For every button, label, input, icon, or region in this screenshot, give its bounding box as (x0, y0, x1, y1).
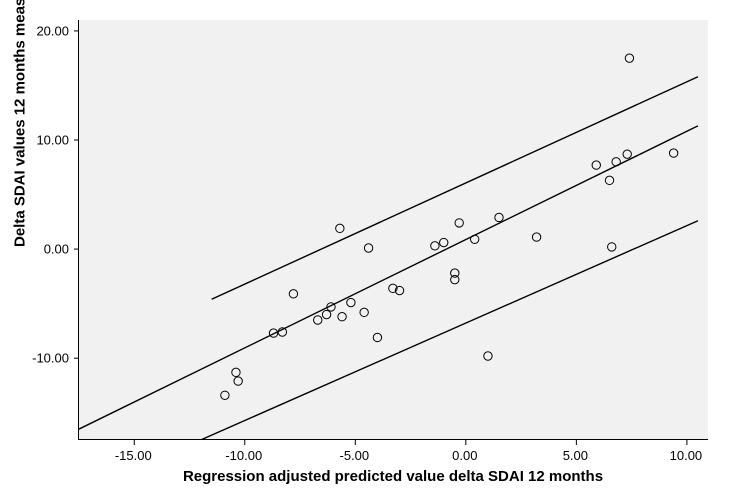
data-point (470, 235, 478, 243)
regression-line-1 (79, 126, 698, 429)
regression-lines (79, 77, 698, 440)
data-point (495, 213, 503, 221)
data-point (232, 368, 240, 376)
y-tick-label: 10.00 (36, 133, 69, 148)
data-point (592, 161, 600, 169)
regression-line-0 (212, 77, 698, 300)
data-point (623, 150, 631, 158)
data-point (336, 224, 344, 232)
data-point (373, 333, 381, 341)
data-point (605, 176, 613, 184)
data-point (289, 290, 297, 298)
data-point (234, 377, 242, 385)
data-point (608, 243, 616, 251)
y-axis-title: Delta SDAI values 12 months measured (12, 0, 29, 247)
data-point (431, 242, 439, 250)
x-tick-label: 10.00 (670, 448, 703, 463)
x-tick-label: -5.00 (339, 448, 369, 463)
regression-line-2 (201, 221, 698, 440)
data-point (532, 233, 540, 241)
data-point (484, 352, 492, 360)
data-point (338, 313, 346, 321)
data-point (221, 391, 229, 399)
data-point (322, 310, 330, 318)
y-tick-label: 0.00 (44, 242, 69, 257)
y-tick-label: -10.00 (32, 351, 69, 366)
y-tick-label: 20.00 (36, 23, 69, 38)
plot-area (78, 20, 708, 440)
data-point (625, 54, 633, 62)
scatter-chart: -15.00 -10.00 -5.00 0.00 5.00 10.00 -10.00 0.00… (0, 0, 730, 500)
data-point (451, 275, 459, 283)
data-point (669, 149, 677, 157)
x-tick-label: 5.00 (563, 448, 588, 463)
data-points (221, 54, 678, 399)
data-point (314, 316, 322, 324)
data-point (612, 158, 620, 166)
data-point (455, 219, 463, 227)
x-tick-label: 0.00 (452, 448, 477, 463)
x-tick-label: -10.00 (225, 448, 262, 463)
data-point (360, 308, 368, 316)
chart-svg (79, 20, 709, 440)
x-axis-title: Regression adjusted predicted value delt… (183, 468, 603, 485)
data-point (440, 238, 448, 246)
data-point (347, 298, 355, 306)
x-tick-label: -15.00 (115, 448, 152, 463)
data-point (364, 244, 372, 252)
